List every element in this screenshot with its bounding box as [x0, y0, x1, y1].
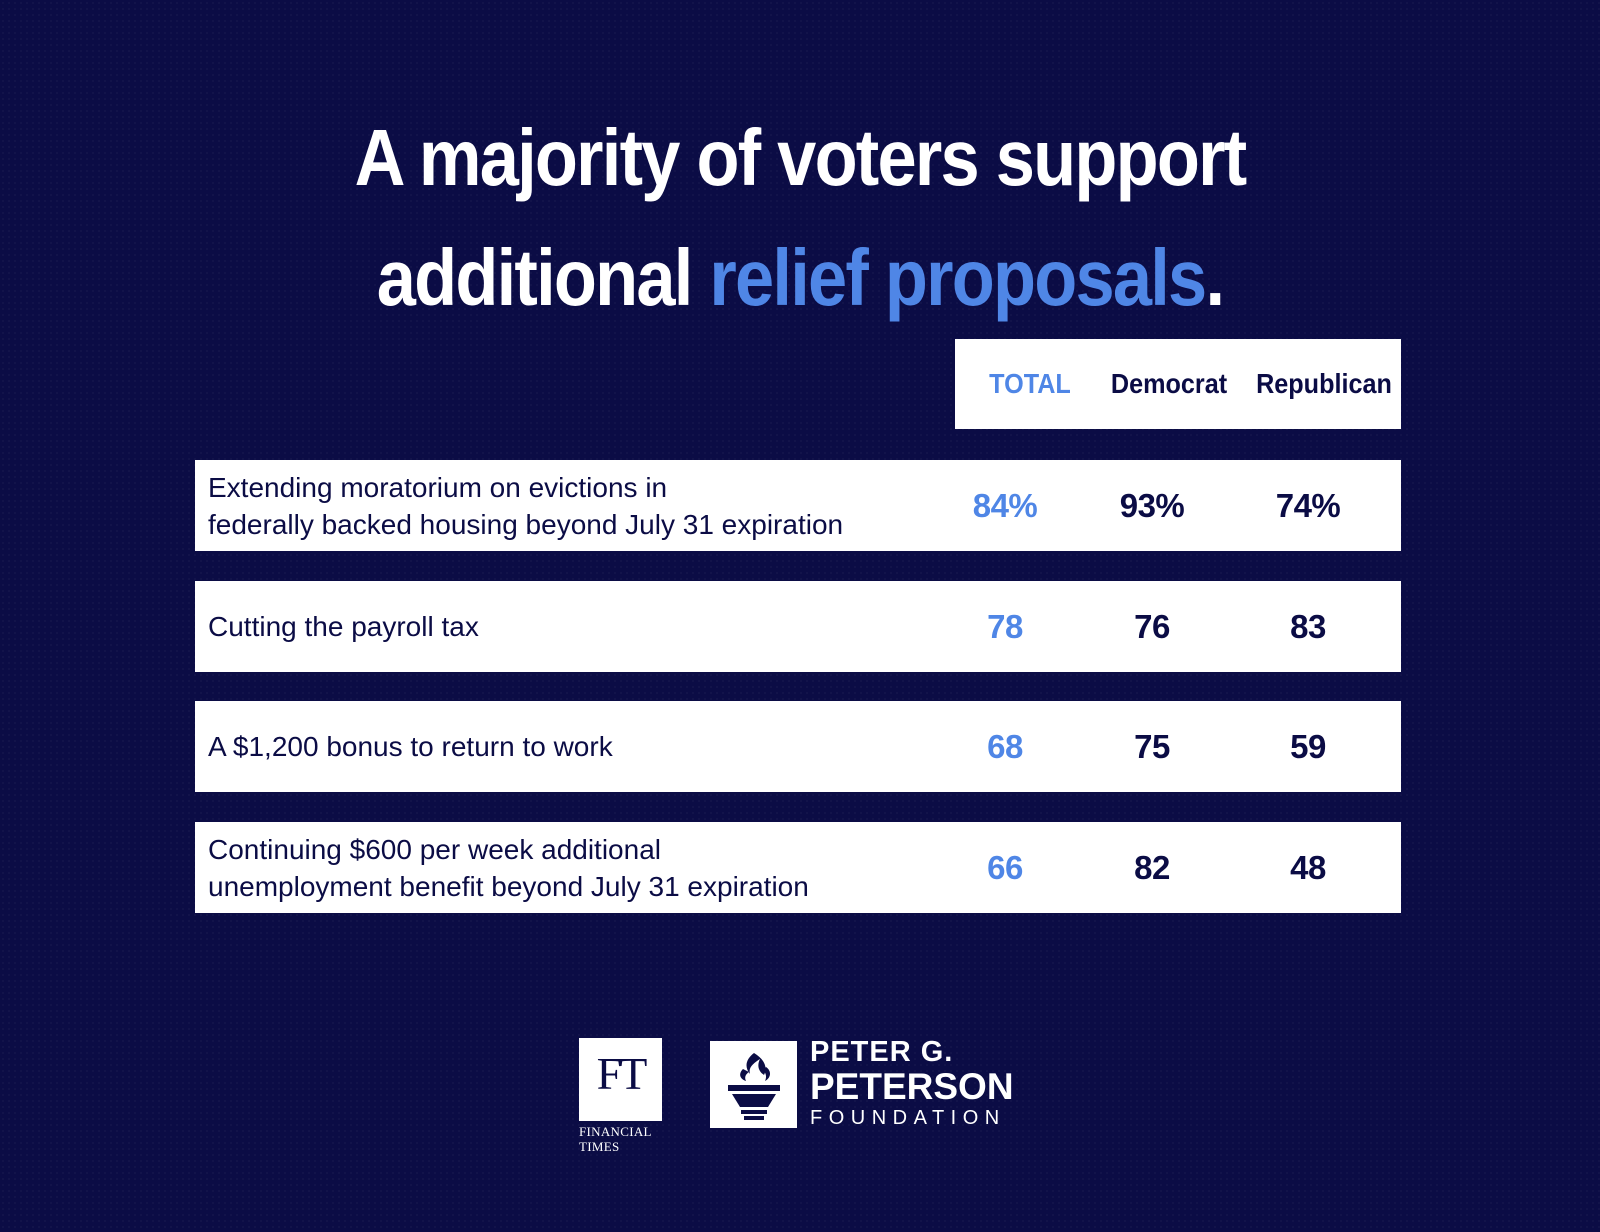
ft-caption: FINANCIAL TIMES: [579, 1124, 652, 1154]
page-title: A majority of voters support additional …: [96, 98, 1504, 338]
row-label-text: Cutting the payroll tax: [208, 608, 479, 645]
title-accent: relief proposals: [709, 233, 1207, 322]
title-line-1: A majority of voters support: [354, 113, 1248, 202]
row-label-line: federally backed housing beyond July 31 …: [208, 508, 844, 540]
table-row: A $1,200 bonus to return to work 68 75 59: [195, 701, 1401, 792]
row-label: A $1,200 bonus to return to work: [208, 701, 938, 792]
row-label-line: Extending moratorium on evictions in: [208, 471, 668, 503]
ft-logo: FT: [579, 1038, 662, 1121]
table-row: Continuing $600 per week additional unemp…: [195, 822, 1401, 913]
cell-democrat: 76: [1134, 608, 1170, 645]
row-label-line: Cutting the payroll tax: [208, 611, 479, 642]
cell-total: 68: [987, 728, 1023, 765]
cell-total: 66: [987, 849, 1023, 886]
column-header-box: TOTAL Democrat Republican: [955, 339, 1401, 429]
cell-democrat: 93%: [1119, 487, 1185, 524]
pgpf-line-3: FOUNDATION: [810, 1107, 1006, 1129]
ft-caption-line-1: FINANCIAL: [579, 1124, 652, 1139]
cell-democrat: 75: [1134, 728, 1170, 765]
column-header-republican: Republican: [1256, 368, 1392, 399]
table-row: Extending moratorium on evictions in fede…: [195, 460, 1401, 551]
torch-icon: [710, 1041, 797, 1128]
column-header-total: TOTAL: [989, 368, 1071, 399]
cell-republican: 48: [1290, 849, 1326, 886]
ft-caption-line-2: TIMES: [579, 1139, 620, 1154]
torch-icon-svg: [728, 1053, 780, 1120]
cell-republican: 59: [1290, 728, 1326, 765]
column-header-democrat: Democrat: [1110, 368, 1228, 399]
row-label-line: Continuing $600 per week additional: [208, 833, 661, 865]
cell-republican: 74%: [1275, 487, 1341, 524]
row-label-text: Continuing $600 per week additional unemp…: [208, 831, 809, 905]
row-label-line: unemployment benefit beyond July 31 expi…: [208, 870, 809, 902]
cell-republican: 83: [1290, 608, 1326, 645]
ft-logo-mark: FT: [596, 1048, 648, 1099]
title-line-2-start: additional: [376, 233, 710, 322]
row-label: Cutting the payroll tax: [208, 581, 938, 672]
table-row: Cutting the payroll tax 78 76 83: [195, 581, 1401, 672]
row-label-line: A $1,200 bonus to return to work: [208, 731, 613, 762]
row-label: Extending moratorium on evictions in fede…: [208, 460, 938, 551]
cell-total: 78: [987, 608, 1023, 645]
row-label-text: A $1,200 bonus to return to work: [208, 728, 613, 765]
pgpf-line-2: PETERSON: [810, 1066, 1014, 1107]
cell-democrat: 82: [1134, 849, 1170, 886]
pgpf-line-1: PETER G.: [810, 1036, 954, 1068]
row-label: Continuing $600 per week additional unemp…: [208, 822, 938, 913]
pgpf-wordmark: PETER G. PETERSON FOUNDATION: [810, 1036, 1014, 1130]
cell-total: 84%: [972, 487, 1038, 524]
title-period: .: [1205, 233, 1225, 322]
row-label-text: Extending moratorium on evictions in fede…: [208, 469, 843, 543]
